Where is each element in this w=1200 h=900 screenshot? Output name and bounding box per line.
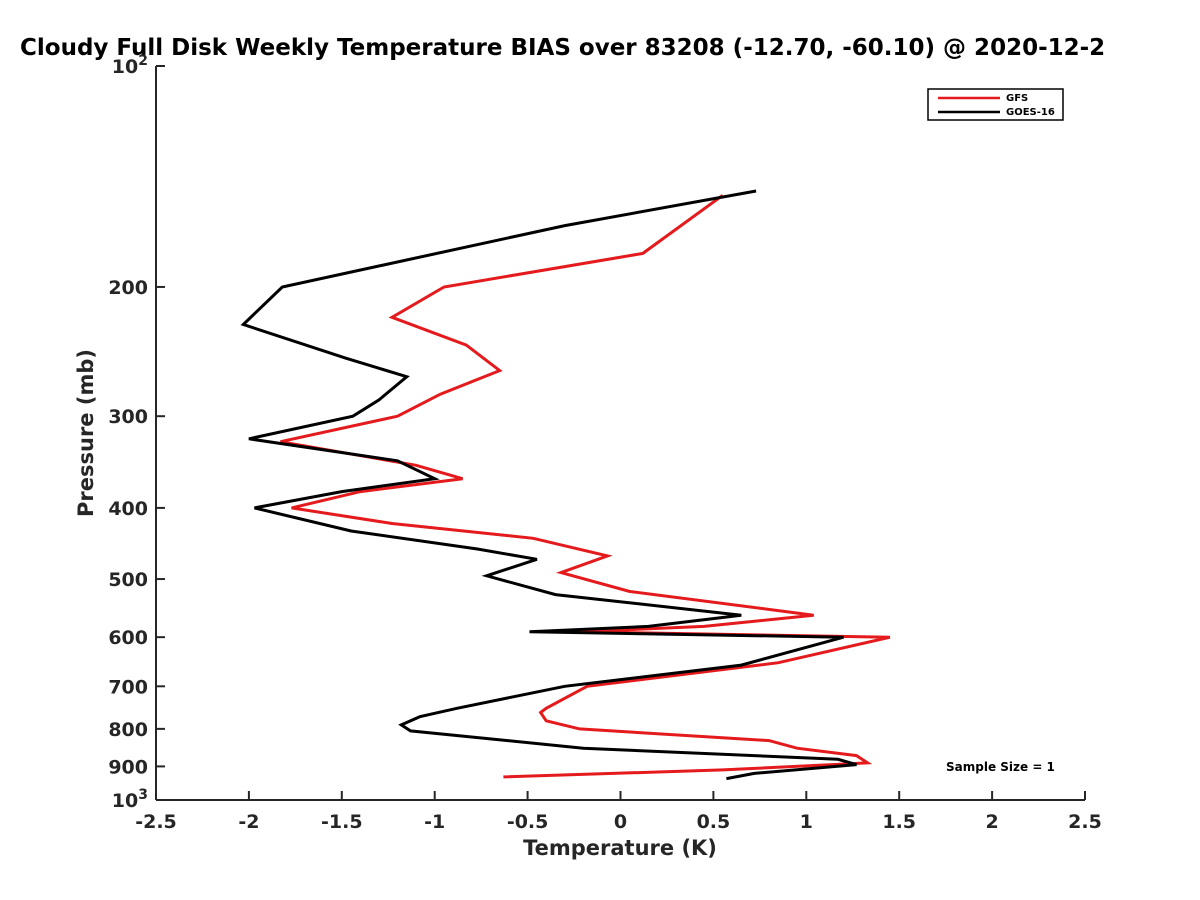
- y-tick-label: 700: [108, 676, 148, 698]
- y-tick-label: 800: [108, 719, 148, 741]
- y-tick-label: 102: [112, 53, 148, 78]
- legend: GFS GOES-16: [927, 88, 1064, 121]
- sample-size-annotation: Sample Size = 1: [946, 760, 1055, 774]
- y-tick-label: 600: [108, 627, 148, 649]
- x-tick-label: 1.5: [882, 811, 916, 833]
- y-tick-label: 103: [112, 787, 148, 812]
- x-tick-label: -2.5: [135, 811, 177, 833]
- y-axis-label: Pressure (mb): [74, 349, 98, 517]
- y-tick-label: 500: [108, 569, 148, 591]
- x-tick-label: 1: [800, 811, 813, 833]
- series-line-gfs: [280, 194, 891, 779]
- y-tick-label: 400: [108, 498, 148, 520]
- y-tick-label: 200: [108, 277, 148, 299]
- y-tick-label: 900: [108, 756, 148, 778]
- x-tick-label: -1.5: [321, 811, 363, 833]
- chart-title: Cloudy Full Disk Weekly Temperature BIAS…: [20, 35, 1105, 61]
- legend-box: [927, 88, 1064, 121]
- x-tick-label: 2: [985, 811, 998, 833]
- x-tick-label: -2: [238, 811, 259, 833]
- legend-label-goes16: GOES-16: [1006, 107, 1055, 118]
- axes: -2.5 -2 -1.5 -1 -0.5 0 0.5 1 1.5 2 2.5 102 200 300 400…: [108, 53, 1102, 833]
- y-tick-label: 300: [108, 406, 148, 428]
- legend-label-gfs: GFS: [1006, 93, 1028, 104]
- series-layer: [240, 189, 891, 781]
- x-axis-label: Temperature (K): [523, 836, 717, 860]
- x-tick-label: 0: [614, 811, 627, 833]
- x-tick-label: 0.5: [697, 811, 731, 833]
- x-tick-label: 2.5: [1068, 811, 1102, 833]
- x-tick-label: -1: [424, 811, 445, 833]
- x-tick-label: -0.5: [507, 811, 549, 833]
- series-line-goes-16: [240, 189, 857, 781]
